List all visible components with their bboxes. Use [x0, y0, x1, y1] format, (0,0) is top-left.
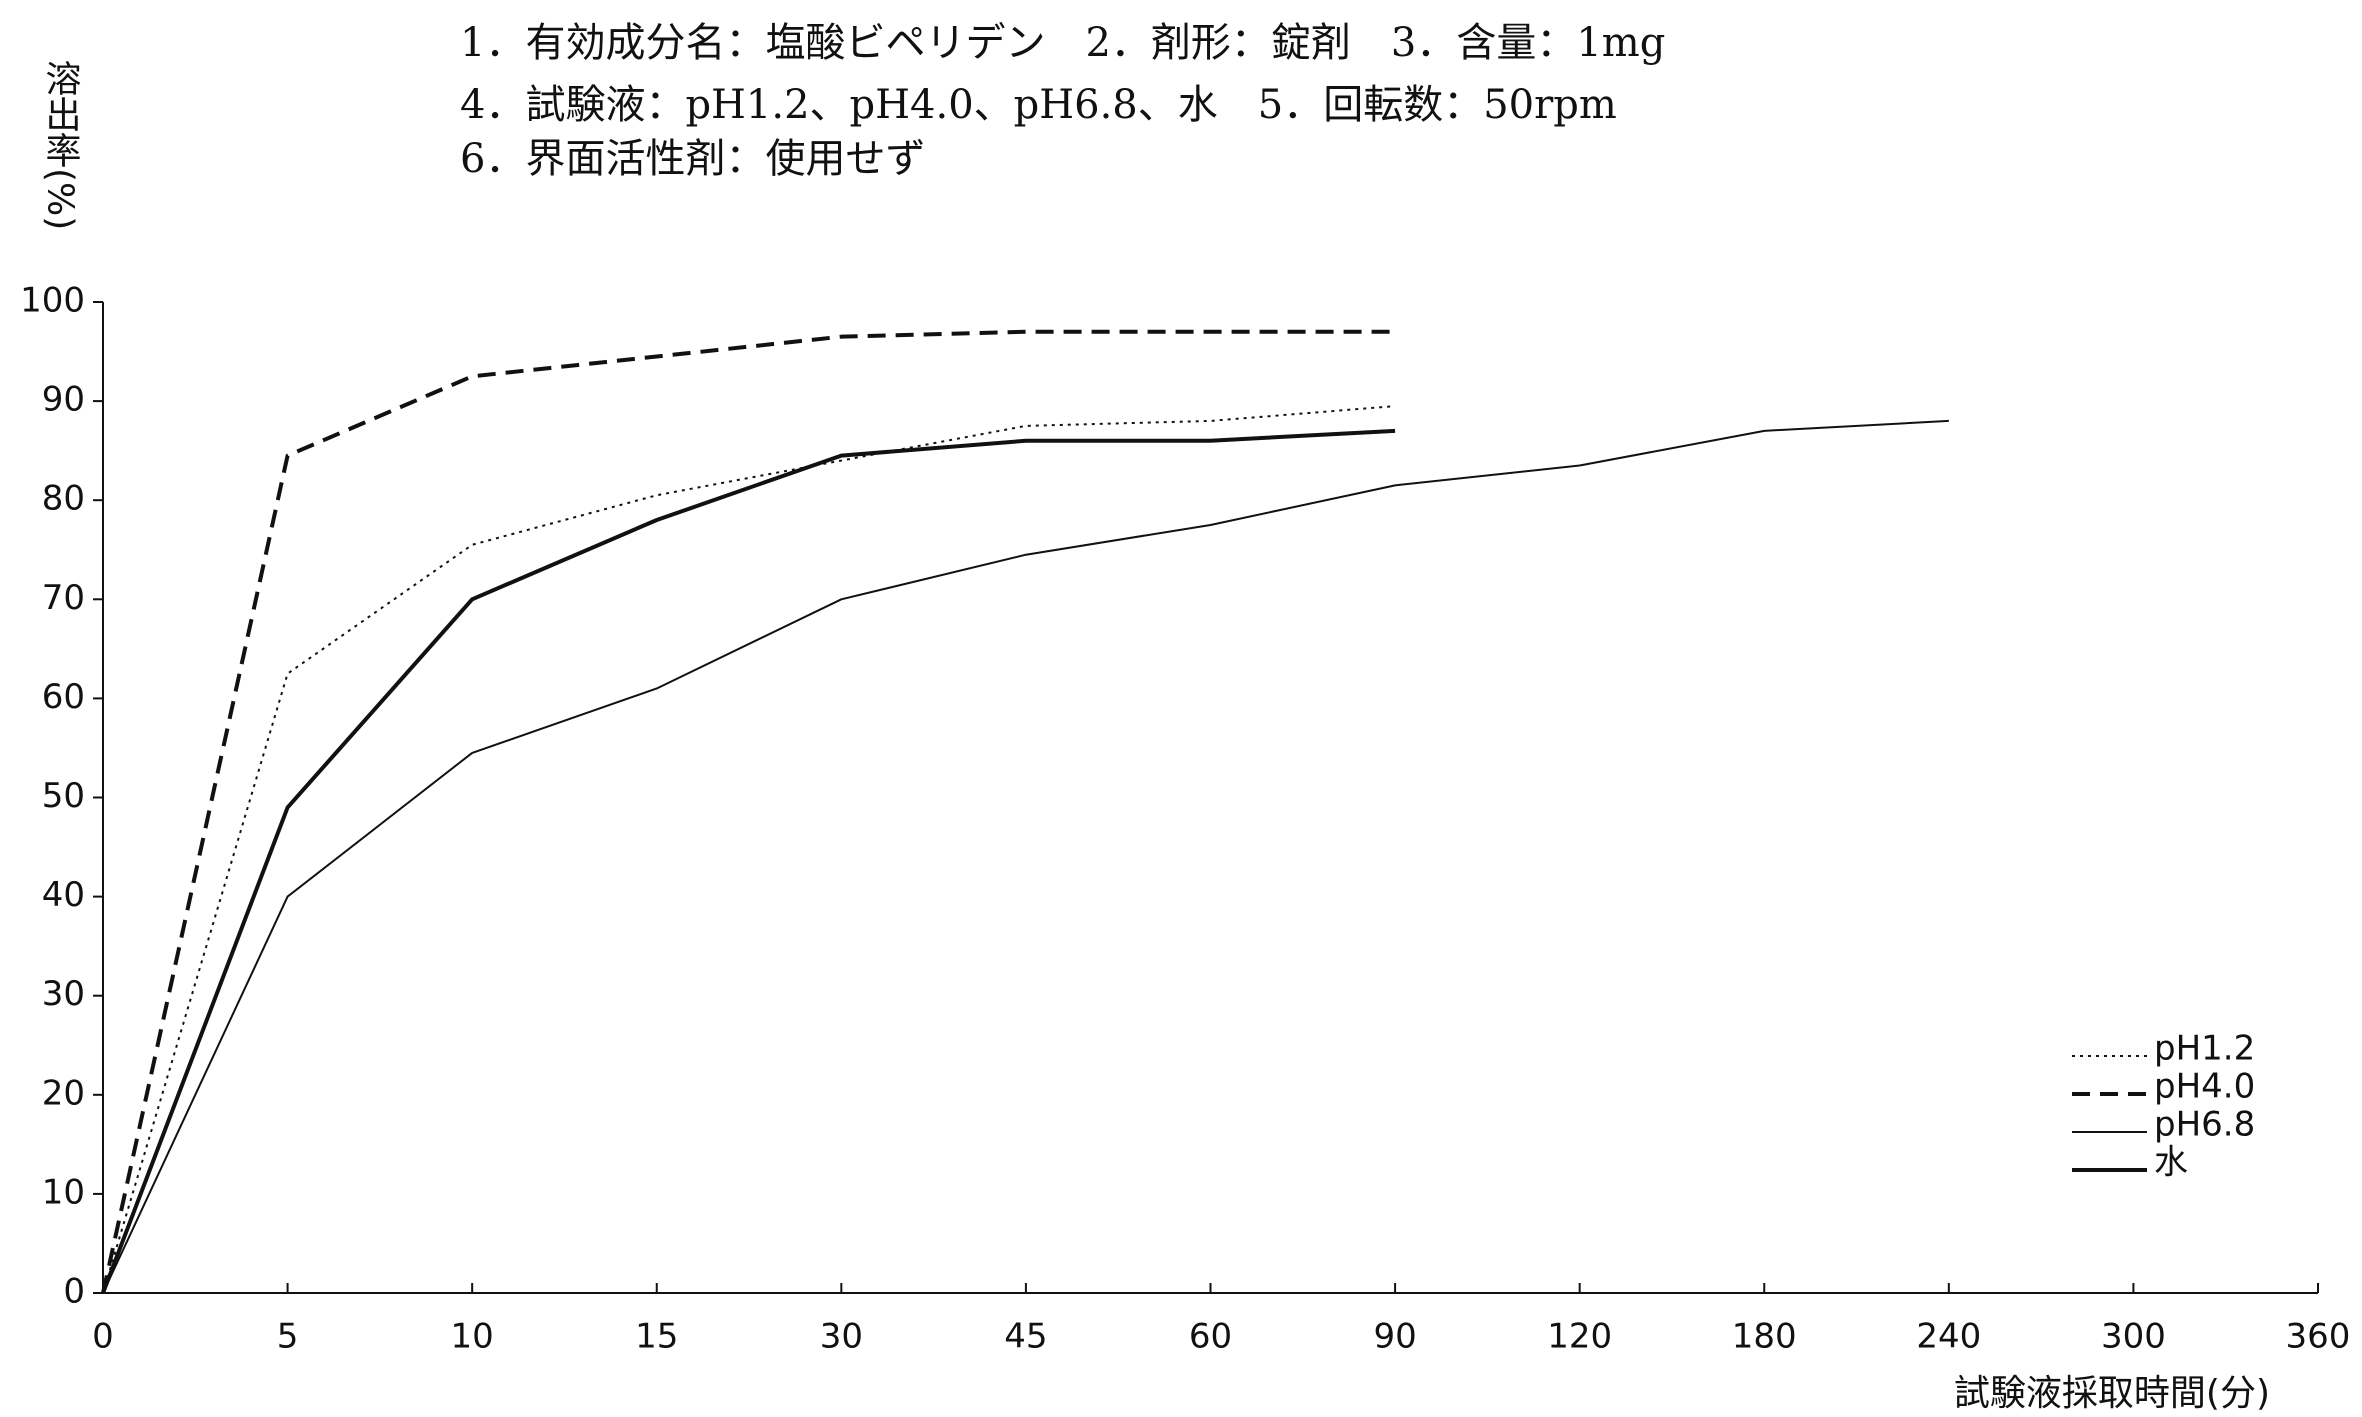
x-tick-label: 180 — [1732, 1317, 1797, 1357]
x-tick-label: 0 — [92, 1317, 114, 1357]
series-line — [101, 428, 1396, 1294]
legend-label: pH1.2 — [2154, 1029, 2255, 1069]
x-tick-label: 30 — [820, 1317, 863, 1357]
y-tick-label: 60 — [42, 677, 85, 717]
y-tick-label: 70 — [42, 578, 85, 618]
x-axis-label: 試験液採取時間(分) — [1954, 1373, 2270, 1414]
series-line — [102, 419, 1949, 1294]
x-tick-label: 120 — [1547, 1317, 1612, 1357]
x-tick-label: 90 — [1373, 1317, 1416, 1357]
title-line: 1．有効成分名：塩酸ビペリデン 2．剤形：錠剤 3．含量：1mg — [460, 20, 1665, 66]
x-tick-label: 5 — [277, 1317, 299, 1357]
y-tick-label: 50 — [42, 776, 85, 816]
title-line: 4．試験液：pH1.2、pH4.0、pH6.8、水 5．回転数：50rpm — [460, 82, 1617, 128]
x-tick-label: 360 — [2286, 1317, 2351, 1357]
y-tick-label: 30 — [42, 974, 85, 1014]
series-line — [102, 405, 1396, 1294]
x-tick-label: 240 — [1916, 1317, 1981, 1357]
x-tick-label: 10 — [451, 1317, 494, 1357]
y-tick-label: 10 — [42, 1172, 85, 1212]
x-tick-label: 300 — [2101, 1317, 2166, 1357]
y-tick-label: 40 — [42, 875, 85, 915]
legend-label: pH6.8 — [2154, 1105, 2255, 1145]
y-tick-label: 90 — [42, 380, 85, 420]
legend-label: 水 — [2154, 1143, 2188, 1183]
y-axis-label: 溶出率(%) — [40, 60, 81, 231]
y-tick-label: 100 — [20, 281, 85, 321]
x-tick-label: 60 — [1189, 1317, 1232, 1357]
series-line — [101, 329, 1396, 1294]
y-tick-label: 80 — [42, 479, 85, 519]
title-line: 6．界面活性剤：使用せず — [460, 136, 925, 182]
x-tick-label: 15 — [635, 1317, 678, 1357]
x-tick-label: 45 — [1004, 1317, 1047, 1357]
legend-label: pH4.0 — [2154, 1067, 2255, 1107]
y-tick-label: 20 — [42, 1073, 85, 1113]
y-tick-label: 0 — [63, 1272, 85, 1312]
